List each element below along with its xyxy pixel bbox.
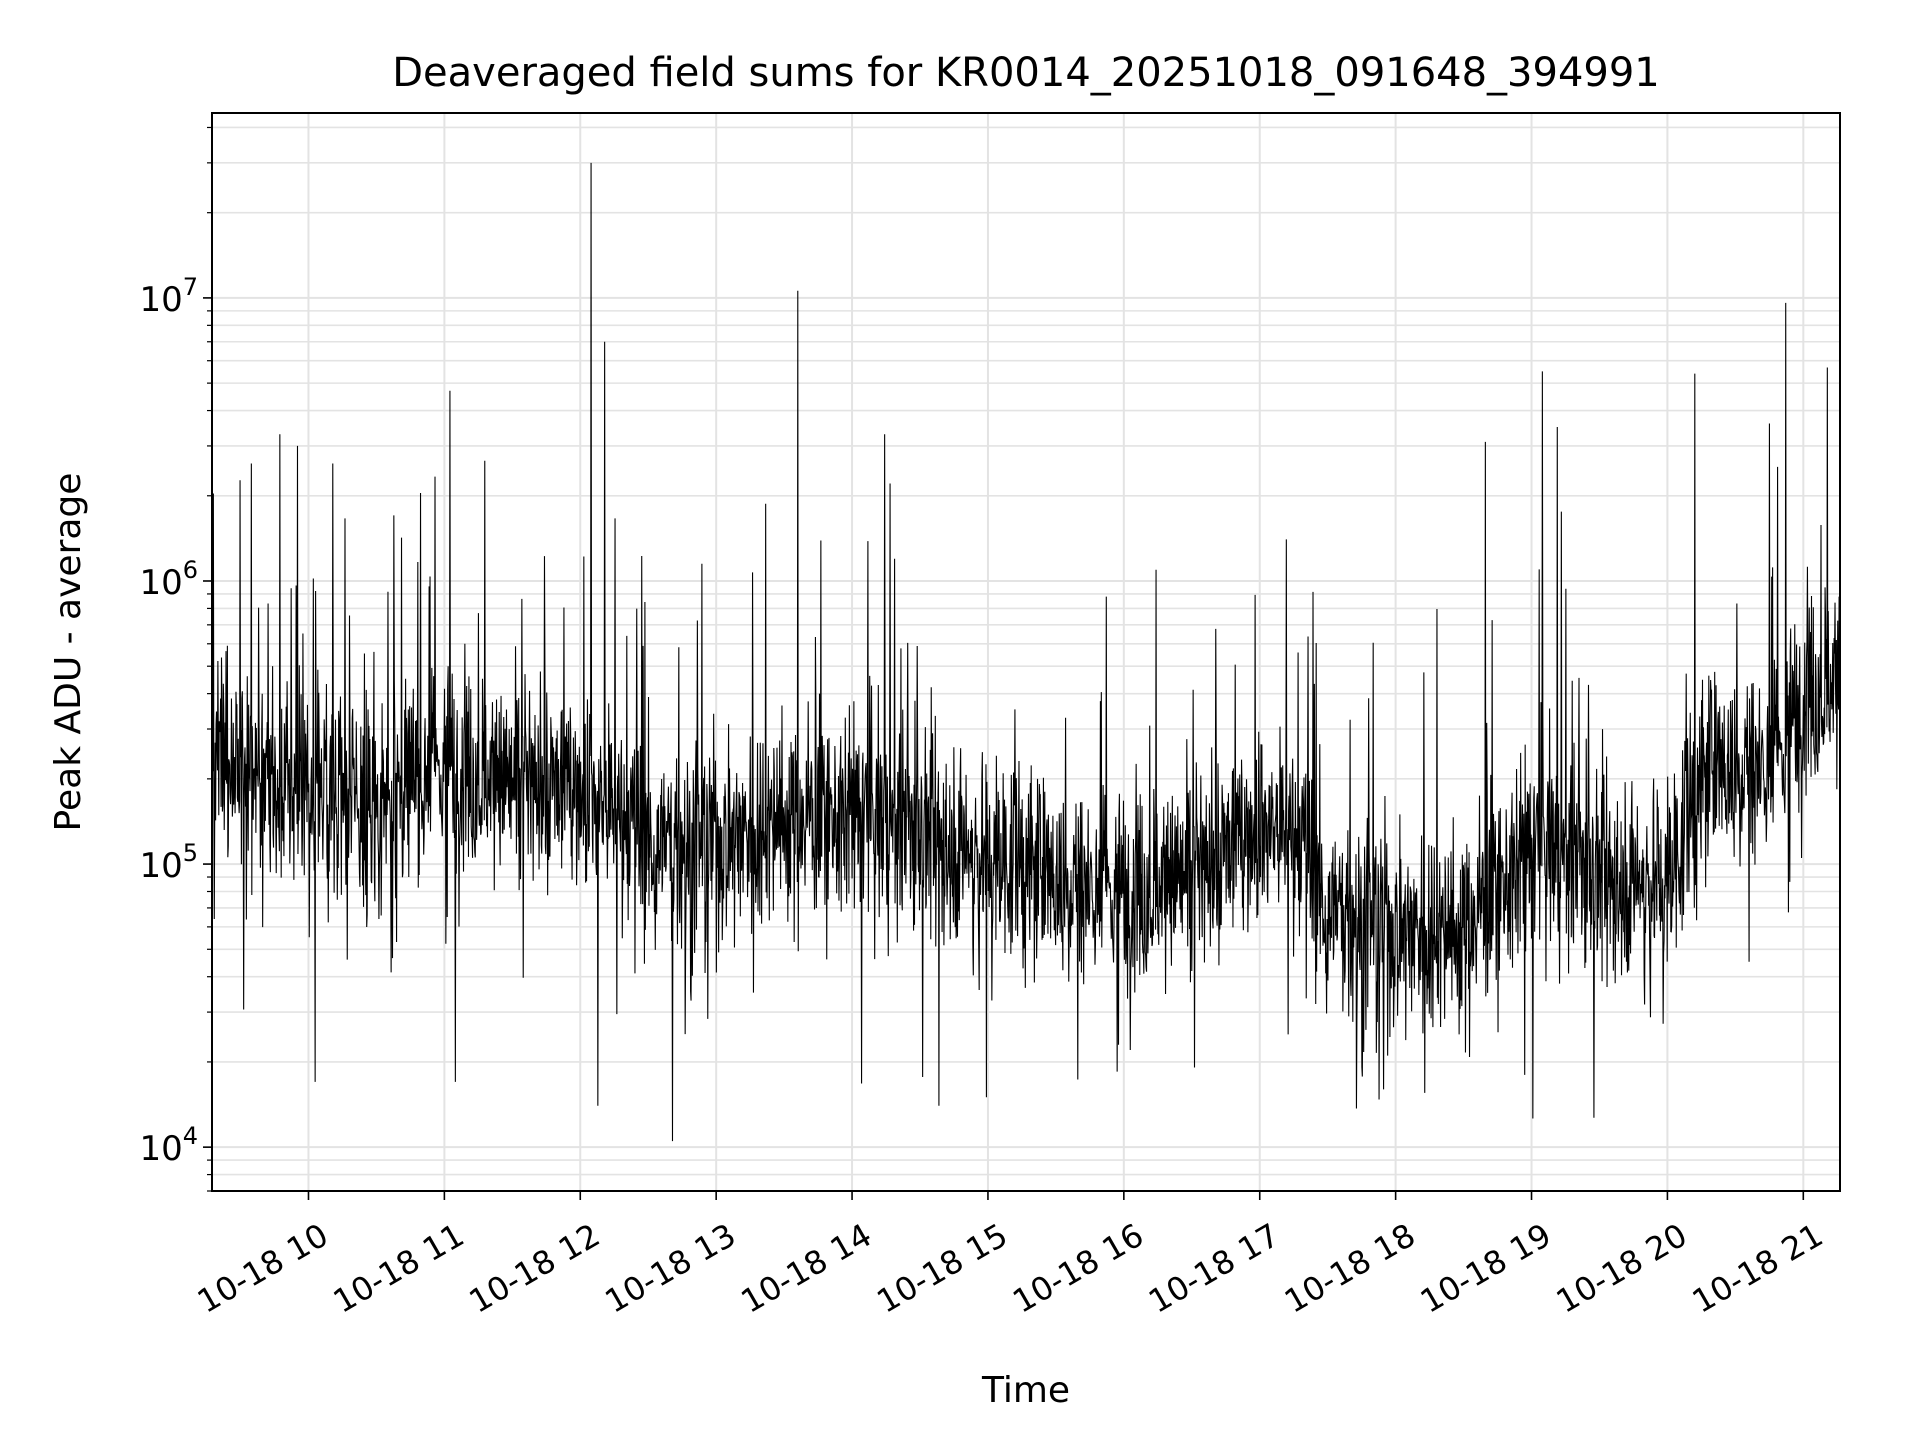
y-tick-label: 106 — [139, 556, 198, 603]
y-tick-label: 107 — [139, 273, 198, 320]
plot-area-frame — [211, 112, 1841, 1192]
series-layer — [211, 162, 1841, 1142]
y-tick-label: 105 — [139, 839, 198, 886]
series-line — [211, 162, 1841, 1142]
y-tick-label: 104 — [139, 1122, 198, 1169]
chart-title: Deaveraged field sums for KR0014_2025101… — [392, 50, 1660, 96]
x-axis-label: Time — [981, 1370, 1070, 1411]
y-axis-label: Peak ADU - average — [48, 473, 89, 832]
